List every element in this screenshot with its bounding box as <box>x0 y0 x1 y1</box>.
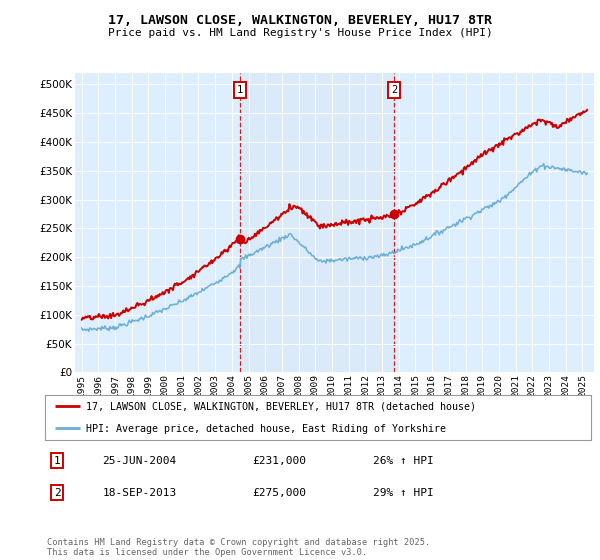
Text: 1: 1 <box>53 456 61 466</box>
Text: 2: 2 <box>53 488 61 498</box>
Text: 26% ↑ HPI: 26% ↑ HPI <box>373 456 433 466</box>
Bar <box>240 73 394 372</box>
Text: £231,000: £231,000 <box>253 456 307 466</box>
Text: 1: 1 <box>237 85 243 95</box>
Text: Price paid vs. HM Land Registry's House Price Index (HPI): Price paid vs. HM Land Registry's House … <box>107 28 493 38</box>
Text: 18-SEP-2013: 18-SEP-2013 <box>103 488 176 498</box>
Text: HPI: Average price, detached house, East Riding of Yorkshire: HPI: Average price, detached house, East… <box>86 424 446 435</box>
Text: £275,000: £275,000 <box>253 488 307 498</box>
Text: Contains HM Land Registry data © Crown copyright and database right 2025.
This d: Contains HM Land Registry data © Crown c… <box>47 538 430 557</box>
Text: 17, LAWSON CLOSE, WALKINGTON, BEVERLEY, HU17 8TR: 17, LAWSON CLOSE, WALKINGTON, BEVERLEY, … <box>108 14 492 27</box>
Text: 17, LAWSON CLOSE, WALKINGTON, BEVERLEY, HU17 8TR (detached house): 17, LAWSON CLOSE, WALKINGTON, BEVERLEY, … <box>86 402 476 412</box>
Text: 29% ↑ HPI: 29% ↑ HPI <box>373 488 433 498</box>
Text: 2: 2 <box>391 85 397 95</box>
Text: 25-JUN-2004: 25-JUN-2004 <box>103 456 176 466</box>
